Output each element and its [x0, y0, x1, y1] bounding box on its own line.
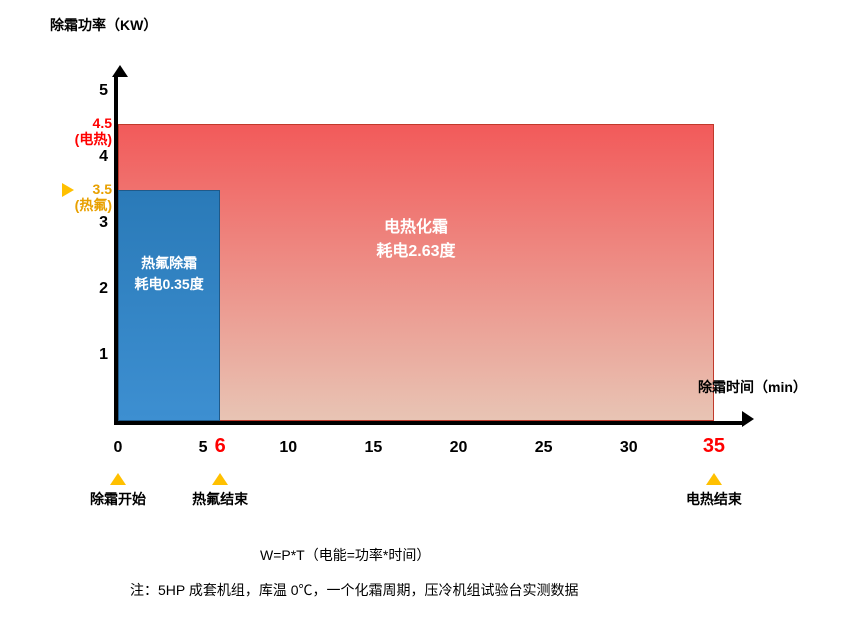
x-tick-15: 15 — [364, 421, 382, 457]
event-热氟结束: 热氟结束 — [192, 473, 248, 509]
event-除霜开始: 除霜开始 — [90, 473, 146, 509]
y-axis-arrow — [112, 65, 128, 77]
event-triangle-icon — [212, 473, 228, 485]
x-special-6: 6 — [215, 421, 226, 458]
footnote-text: 注：5HP 成套机组，库温 0℃，一个化霜周期，压冷机组试验台实测数据 — [130, 580, 579, 600]
event-triangle-icon — [706, 473, 722, 485]
y-tick-2: 2 — [99, 280, 118, 298]
event-电热结束: 电热结束 — [686, 473, 742, 509]
y-special-3.5: 3.5(热氟) — [75, 181, 118, 213]
chart-container: 电热化霜耗电2.63度热氟除霜耗电0.35度123454.5(电热)3.5(热氟… — [50, 35, 810, 525]
x-tick-0: 0 — [114, 421, 123, 457]
y-tick-5: 5 — [99, 82, 118, 100]
x-axis-title: 除霜时间（min） — [698, 377, 807, 397]
x-special-35: 35 — [703, 421, 725, 458]
x-axis-arrow — [742, 411, 754, 427]
plot-area: 电热化霜耗电2.63度热氟除霜耗电0.35度123454.5(电热)3.5(热氟… — [114, 75, 744, 425]
event-triangle-icon — [110, 473, 126, 485]
y-special-4.5: 4.5(电热) — [75, 115, 118, 147]
formula-text: W=P*T（电能=功率*时间） — [260, 545, 430, 565]
y-tick-3: 3 — [99, 214, 118, 232]
x-tick-5: 5 — [199, 421, 208, 457]
x-tick-10: 10 — [279, 421, 297, 457]
x-tick-20: 20 — [450, 421, 468, 457]
y-tick-4: 4 — [99, 148, 118, 166]
event-label: 热氟结束 — [192, 489, 248, 509]
x-tick-30: 30 — [620, 421, 638, 457]
y-tick-1: 1 — [99, 346, 118, 364]
hot-fluorine-bar-label: 热氟除霜耗电0.35度 — [119, 253, 219, 295]
hot-fluorine-bar: 热氟除霜耗电0.35度 — [118, 190, 220, 421]
x-tick-25: 25 — [535, 421, 553, 457]
event-label: 除霜开始 — [90, 489, 146, 509]
y-axis-title: 除霜功率（KW） — [50, 15, 157, 35]
event-label: 电热结束 — [686, 489, 742, 509]
y-pointer-3.5 — [62, 183, 74, 197]
